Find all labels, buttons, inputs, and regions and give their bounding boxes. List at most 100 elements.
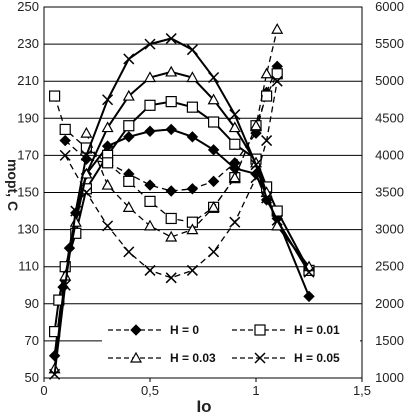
data-point bbox=[101, 178, 114, 190]
y-axis-label: mopt, C bbox=[5, 159, 21, 211]
y-right-tick-label: 2000 bbox=[375, 296, 404, 311]
y-left-tick-label: 230 bbox=[17, 36, 39, 51]
data-point bbox=[123, 131, 135, 143]
legend: H = 0 H = 0.01 H = 0.03 H = 0.05 bbox=[108, 323, 340, 365]
series-6 bbox=[49, 33, 315, 380]
data-point bbox=[144, 264, 156, 276]
data-point bbox=[80, 126, 93, 138]
y-right-tick-label: 3500 bbox=[375, 185, 404, 200]
data-point bbox=[123, 246, 135, 258]
data-point bbox=[261, 192, 273, 204]
data-point bbox=[165, 272, 177, 284]
data-point bbox=[48, 90, 61, 102]
y-right-tick-label: 1000 bbox=[375, 370, 404, 385]
data-point bbox=[249, 119, 263, 131]
data-point bbox=[229, 157, 241, 169]
y-right-tick-label: 6000 bbox=[375, 0, 404, 14]
data-point bbox=[144, 99, 156, 111]
data-point bbox=[165, 123, 177, 136]
data-point bbox=[101, 157, 114, 169]
x-tick-label: 0 bbox=[40, 383, 47, 398]
data-point bbox=[165, 185, 177, 197]
data-point bbox=[208, 246, 220, 258]
series-5 bbox=[80, 23, 284, 242]
data-point bbox=[186, 44, 198, 56]
data-point bbox=[186, 264, 198, 276]
series-group bbox=[48, 23, 316, 380]
y-right-tick-label: 2500 bbox=[375, 259, 404, 274]
data-point bbox=[208, 116, 220, 128]
data-point bbox=[144, 38, 156, 50]
data-point bbox=[123, 53, 135, 65]
y-right-tick-label: 5500 bbox=[375, 36, 404, 51]
y-right-tick-label: 4500 bbox=[375, 110, 404, 125]
data-point bbox=[49, 368, 61, 380]
data-point bbox=[143, 219, 157, 231]
legend-marker bbox=[130, 324, 142, 336]
y-left-tick-label: 130 bbox=[17, 222, 39, 237]
legend-item: H = 0 bbox=[108, 323, 199, 337]
data-point bbox=[122, 201, 135, 212]
data-point bbox=[271, 75, 283, 87]
y-left-tick-label: 90 bbox=[25, 296, 39, 311]
data-point bbox=[261, 135, 273, 147]
right-axis-ticks: 1000 1500 2000 2500 3000 3500 4000 4500 5000 5500… bbox=[375, 0, 404, 385]
series-line bbox=[64, 81, 278, 279]
y-left-tick-label: 170 bbox=[17, 147, 39, 162]
legend-label: H = 0 bbox=[170, 323, 199, 337]
data-point bbox=[102, 94, 114, 106]
data-point bbox=[271, 214, 283, 226]
data-point bbox=[186, 101, 198, 113]
data-point bbox=[59, 123, 71, 136]
data-point bbox=[228, 121, 241, 133]
data-point bbox=[186, 223, 199, 235]
gridlines bbox=[44, 6, 362, 379]
y-right-tick-label: 5000 bbox=[375, 73, 404, 88]
legend-label: H = 0.03 bbox=[170, 351, 216, 365]
x-tick-label: 1,5 bbox=[353, 383, 371, 398]
data-point bbox=[144, 125, 156, 137]
data-point bbox=[260, 67, 273, 79]
data-point bbox=[303, 290, 315, 303]
data-point bbox=[186, 131, 199, 143]
legend-item: H = 0.03 bbox=[108, 351, 216, 365]
x-axis-label: Io bbox=[196, 397, 211, 415]
x-tick-label: 0,5 bbox=[141, 383, 159, 398]
data-point bbox=[59, 279, 71, 291]
data-point bbox=[143, 71, 157, 83]
data-point bbox=[80, 183, 93, 195]
data-point bbox=[123, 120, 135, 132]
left-axis-ticks: 50 70 90 110 130 150 170 190 210 230 250 bbox=[17, 0, 39, 385]
data-point bbox=[271, 68, 283, 80]
data-point bbox=[80, 149, 92, 161]
y-left-tick-label: 70 bbox=[25, 333, 39, 348]
data-point bbox=[59, 134, 71, 147]
legend-marker bbox=[254, 352, 266, 364]
data-point bbox=[80, 186, 92, 199]
data-point bbox=[228, 171, 241, 183]
data-point bbox=[122, 89, 135, 101]
y-left-tick-label: 150 bbox=[17, 185, 39, 200]
data-point bbox=[123, 175, 135, 187]
data-point bbox=[207, 93, 220, 105]
data-point bbox=[165, 96, 177, 108]
data-point bbox=[144, 195, 156, 208]
data-point bbox=[207, 144, 220, 156]
data-point bbox=[165, 230, 178, 242]
y-left-tick-label: 250 bbox=[17, 0, 39, 14]
legend-item: H = 0.01 bbox=[232, 323, 340, 337]
legend-item: H = 0.05 bbox=[232, 351, 340, 365]
data-point bbox=[165, 212, 177, 225]
data-point bbox=[207, 175, 220, 188]
legend-box bbox=[102, 320, 360, 374]
data-point bbox=[208, 71, 220, 84]
x-tick-label: 1 bbox=[252, 383, 259, 398]
data-point bbox=[70, 205, 82, 217]
data-point bbox=[271, 23, 284, 34]
data-point bbox=[186, 183, 199, 195]
data-point bbox=[303, 266, 315, 278]
data-point bbox=[59, 149, 71, 161]
y-left-tick-label: 210 bbox=[17, 73, 39, 88]
data-point bbox=[101, 121, 114, 133]
